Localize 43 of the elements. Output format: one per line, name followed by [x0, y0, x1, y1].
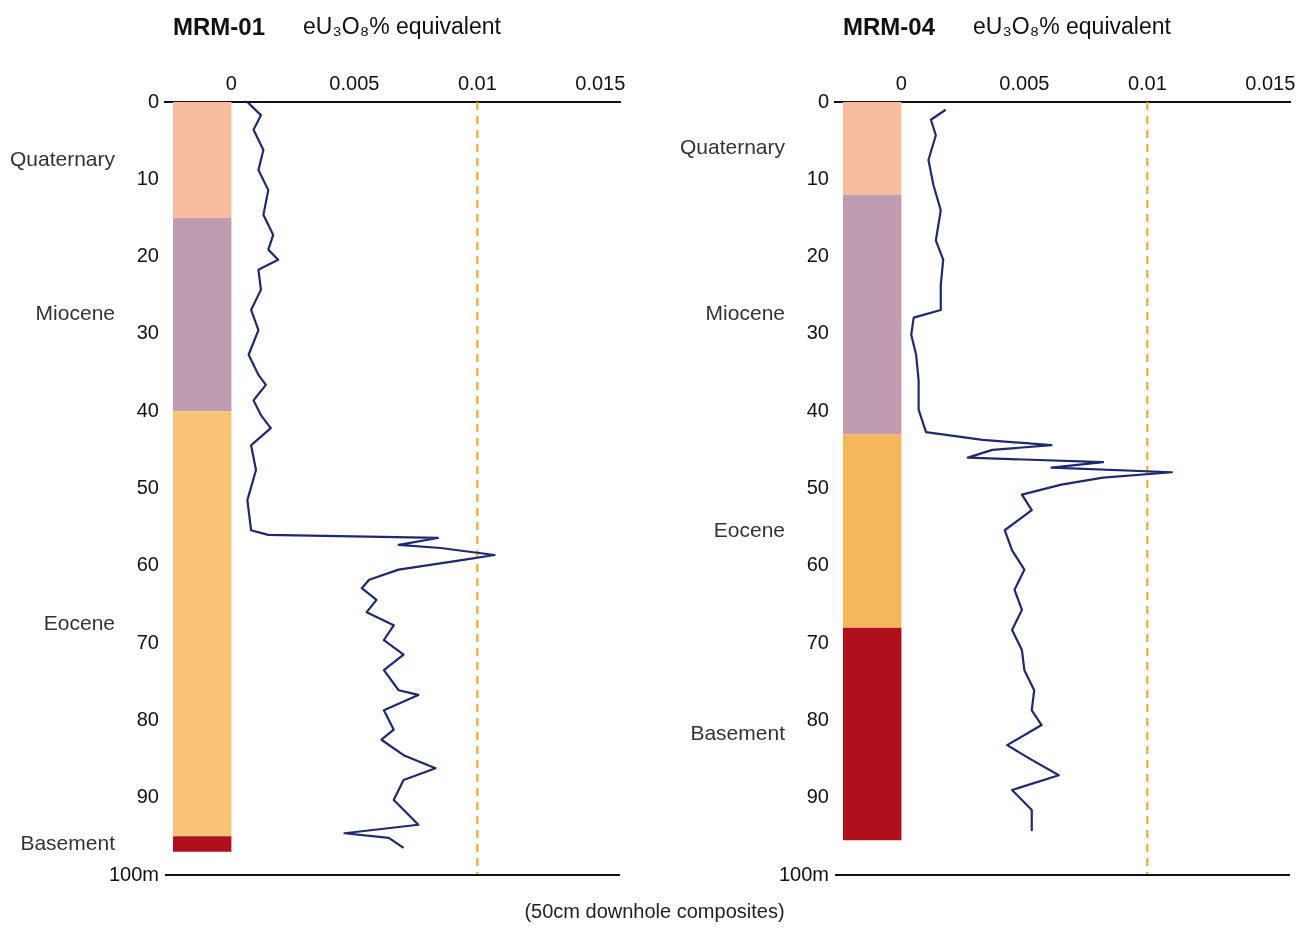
y-tick-label: 40	[136, 398, 159, 421]
y-tick-label: 100m	[108, 862, 159, 885]
band-label: Miocene	[705, 301, 785, 325]
y-tick-label: 20	[806, 244, 829, 267]
band-label: Basement	[690, 720, 786, 744]
x-tick-label: 0.005	[329, 71, 380, 94]
band-label: Miocene	[35, 301, 115, 325]
y-tick-label: 60	[806, 553, 829, 576]
y-tick-label: 50	[806, 476, 829, 499]
x-tick-label: 0.005	[999, 71, 1050, 94]
text: (50cm downhole composites)	[523, 900, 786, 923]
band-label: Quaternary	[9, 146, 116, 170]
y-tick-label: 100m	[778, 862, 829, 885]
y-tick-label: 90	[806, 785, 829, 808]
band-label: Quaternary	[679, 135, 786, 159]
x-tick-label: 0.01	[457, 71, 497, 94]
chart-title: MRM-01	[173, 12, 266, 40]
y-tick-label: 60	[136, 553, 159, 576]
y-tick-label: 90	[136, 785, 159, 808]
y-tick-label: 40	[806, 398, 829, 421]
chart-title: MRM-04	[843, 12, 936, 40]
x-axis-title: eU₃O₈% equivalent	[973, 13, 1172, 40]
y-tick-label: 10	[806, 166, 829, 189]
x-tick-label: 0.015	[1245, 71, 1296, 94]
x-axis-title: eU₃O₈% equivalent	[303, 13, 502, 40]
y-tick-label: 80	[806, 707, 829, 730]
y-tick-label: 70	[806, 630, 829, 653]
y-tick-label: 30	[806, 321, 829, 344]
y-tick-label: 0	[147, 89, 159, 112]
x-tick-label: 0	[895, 71, 907, 94]
y-tick-label: 50	[136, 476, 159, 499]
y-tick-label: 70	[136, 630, 159, 653]
x-tick-label: 0.015	[575, 71, 626, 94]
y-tick-label: 80	[136, 707, 159, 730]
band-label: Eocene	[43, 610, 115, 634]
band-label: Eocene	[713, 517, 785, 541]
y-tick-label: 10	[136, 166, 159, 189]
x-tick-label: 0.01	[1127, 71, 1167, 94]
y-tick-label: 20	[136, 244, 159, 267]
band-label: Basement	[20, 830, 116, 854]
y-tick-label: 30	[136, 321, 159, 344]
y-tick-label: 0	[817, 89, 829, 112]
x-tick-label: 0	[225, 71, 237, 94]
